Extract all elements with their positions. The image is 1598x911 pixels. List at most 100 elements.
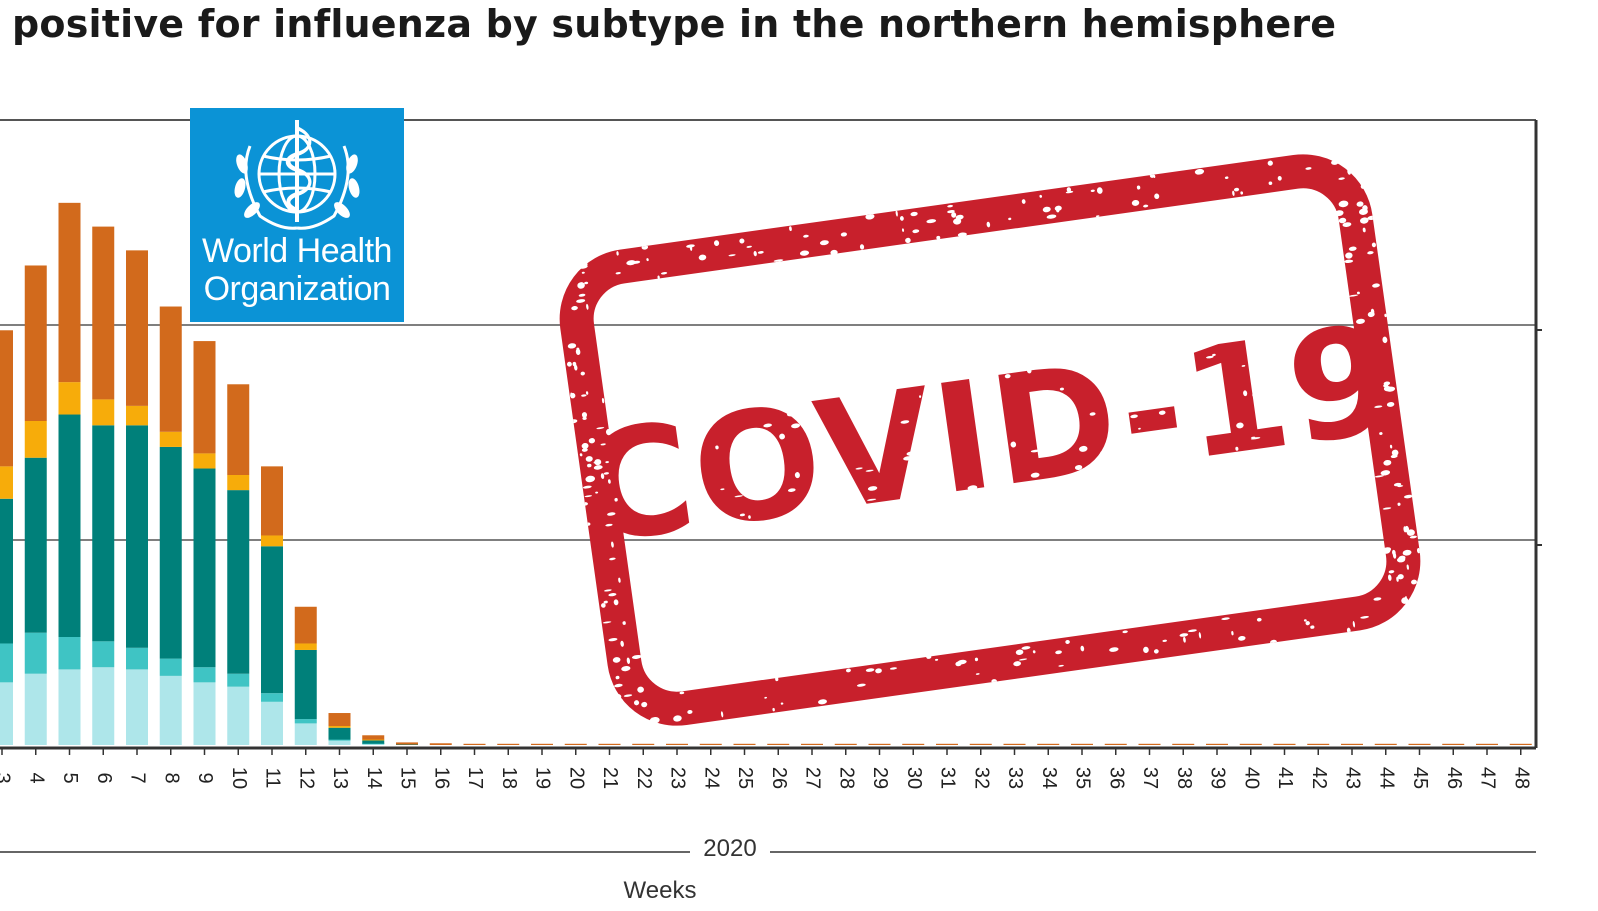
stamp-texture-speck — [830, 249, 838, 256]
stamp-texture-speck — [1154, 400, 1164, 407]
stamp-texture-speck — [1305, 621, 1310, 626]
stamp-texture-speck — [1274, 370, 1284, 377]
bar-segment — [328, 713, 351, 726]
stamp-texture-speck — [975, 673, 980, 675]
stamp-texture-speck — [757, 251, 764, 254]
stamp-texture-speck — [916, 425, 925, 428]
stamp-texture-speck — [1349, 161, 1354, 166]
x-tick-label: 13 — [329, 767, 351, 789]
stamp-texture-speck — [1143, 646, 1149, 653]
stamp-texture-speck — [1238, 635, 1246, 641]
bar-segment — [767, 743, 790, 745]
stamp-texture-speck — [1052, 399, 1061, 405]
bar-segment — [362, 739, 385, 741]
x-tick-label: 29 — [869, 767, 891, 789]
bar-segment — [92, 425, 115, 642]
stamp-texture-speck — [779, 433, 785, 440]
stamp-texture-speck — [899, 216, 904, 221]
stamp-texture-speck — [586, 522, 591, 526]
bar-segment — [362, 740, 385, 744]
bar-segment — [0, 330, 13, 467]
stamp-texture-speck — [1370, 308, 1375, 315]
stamp-texture-speck — [1404, 525, 1410, 533]
stamp-texture-speck — [585, 391, 589, 395]
bar-segment — [24, 673, 47, 745]
stamp-texture-speck — [660, 272, 668, 275]
stamp-texture-speck — [903, 456, 913, 461]
stamp-texture-speck — [1109, 647, 1119, 652]
stamp-texture-speck — [887, 384, 892, 390]
stamp-texture-speck — [986, 221, 991, 228]
stamp-texture-speck — [1264, 460, 1269, 465]
stamp-texture-speck — [1212, 460, 1222, 464]
stamp-texture-speck — [763, 423, 772, 428]
stamp-texture-speck — [593, 461, 600, 464]
who-emblem-icon — [234, 120, 360, 230]
stamp-texture-speck — [608, 479, 611, 484]
bar-segment — [159, 446, 182, 659]
stamp-texture-speck — [775, 677, 779, 682]
stamp-texture-speck — [581, 394, 587, 397]
bar-segment — [126, 669, 148, 745]
stamp-texture-speck — [612, 657, 621, 663]
stamp-texture-speck — [587, 463, 592, 468]
stamp-texture-speck — [1250, 437, 1261, 440]
stamp-texture-speck — [840, 232, 847, 237]
stamp-texture-speck — [955, 214, 964, 220]
stamp-texture-speck — [586, 303, 589, 310]
stamp-texture-speck — [605, 461, 610, 464]
stamp-texture-speck — [1371, 242, 1376, 248]
stamp-texture-speck — [608, 593, 617, 597]
stamp-texture-speck — [631, 654, 642, 659]
stamp-texture-speck — [767, 397, 776, 403]
stamp-texture-speck — [581, 271, 585, 274]
bar-segment — [294, 719, 317, 724]
stamp-texture-speck — [728, 544, 736, 549]
stamp-texture-speck — [579, 453, 583, 457]
stamp-texture-speck — [1076, 477, 1086, 480]
stamp-texture-speck — [1167, 446, 1174, 453]
chart-title: positive for influenza by subtype in the… — [12, 2, 1337, 46]
bar-segment — [1138, 743, 1161, 745]
x-axis-label: Weeks — [624, 877, 697, 904]
stamp-texture-speck — [612, 693, 622, 700]
stamp-texture-speck — [551, 266, 558, 271]
stamp-texture-speck — [1357, 151, 1365, 155]
stamp-texture-speck — [1143, 204, 1149, 208]
stamp-texture-speck — [850, 509, 858, 514]
who-logo: World Health Organization — [190, 108, 404, 322]
stamp-texture-speck — [621, 666, 631, 672]
stamp-texture-speck — [833, 508, 842, 513]
stamp-texture-speck — [1391, 449, 1399, 456]
stamp-texture-speck — [1256, 617, 1262, 622]
covid-19-stamp: COVID-19 — [550, 145, 1430, 735]
bar-segment — [261, 546, 283, 694]
stamp-texture-speck — [673, 715, 682, 722]
bar-segment — [328, 739, 351, 741]
stamp-texture-speck — [1212, 353, 1216, 357]
x-tick-label: 18 — [498, 767, 520, 789]
bar-segment — [1037, 743, 1060, 745]
stamp-texture-speck — [1079, 445, 1088, 452]
stamp-texture-speck — [1197, 332, 1204, 337]
stamp-texture-speck — [605, 523, 613, 527]
stamp-texture-speck — [1360, 217, 1369, 224]
bar-segment — [126, 250, 148, 406]
x-tick-label: 42 — [1308, 767, 1330, 789]
bar-segment — [1239, 743, 1262, 745]
stamp-texture-speck — [576, 347, 580, 351]
bar-segment — [1273, 743, 1296, 745]
x-tick-label: 37 — [1139, 767, 1161, 789]
stamp-texture-speck — [927, 455, 934, 460]
stamp-texture-speck — [1303, 619, 1307, 622]
stamp-texture-speck — [1259, 457, 1263, 463]
stamp-texture-speck — [1032, 650, 1036, 654]
stamp-texture-speck — [1407, 608, 1417, 613]
bar-segment — [0, 498, 13, 644]
x-tick-label: 31 — [937, 767, 959, 789]
stamp-texture-speck — [1180, 430, 1187, 434]
stamp-texture-speck — [1390, 454, 1398, 459]
stamp-texture-speck — [819, 436, 827, 442]
stamp-texture-speck — [1382, 547, 1391, 554]
stamp-texture-speck — [576, 299, 586, 303]
